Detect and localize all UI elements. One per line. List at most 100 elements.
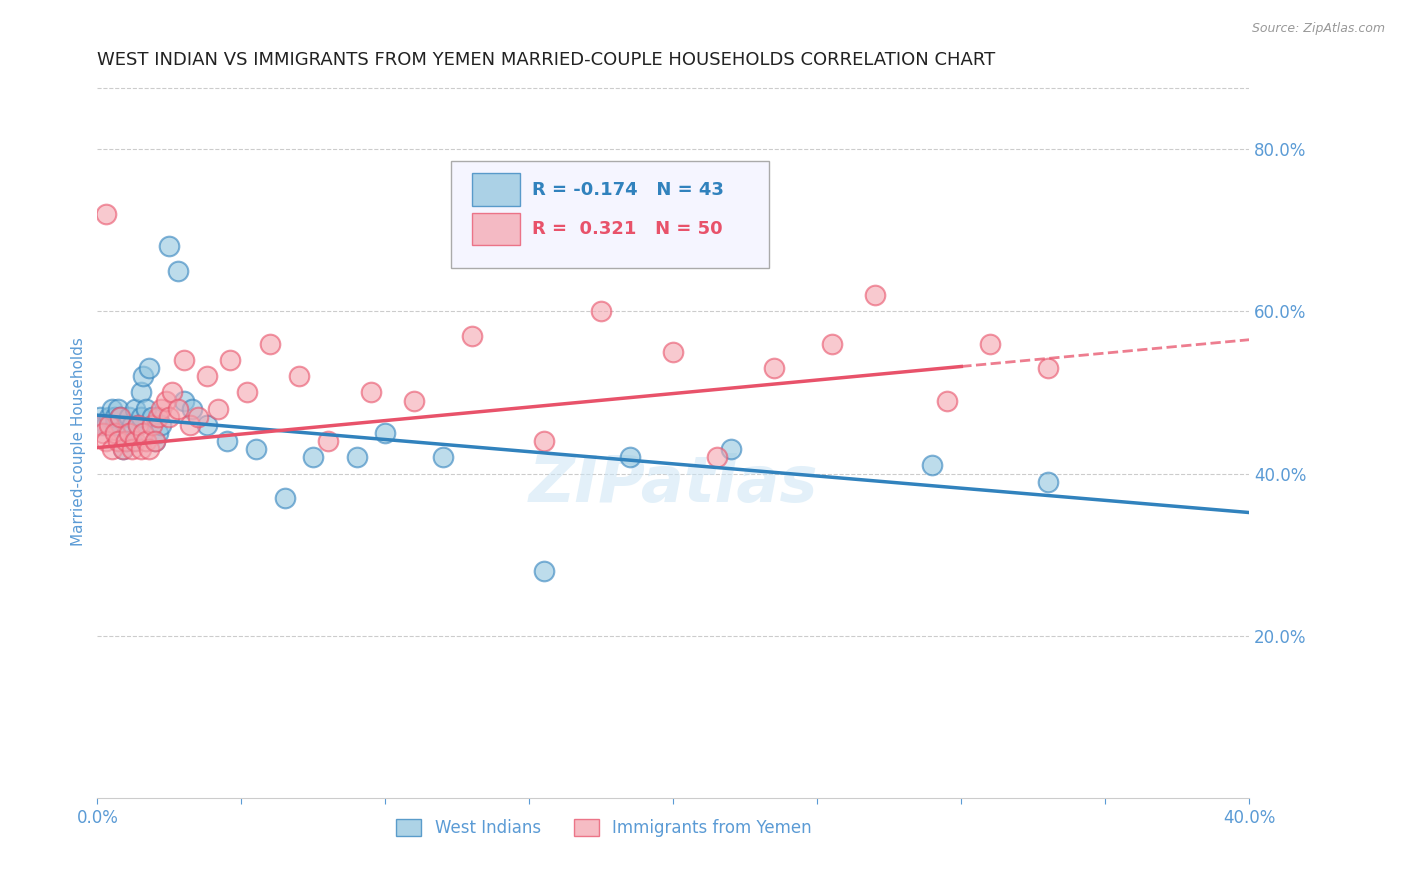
Point [127, 417, 149, 432]
Point [97, 409, 120, 424]
Point [110, 409, 132, 424]
Point [118, 425, 141, 440]
Point [138, 442, 160, 457]
Point [173, 393, 195, 408]
Point [1036, 361, 1059, 376]
Point [104, 425, 127, 440]
Point [115, 434, 138, 449]
Point [124, 401, 146, 416]
Point [619, 450, 641, 465]
Point [662, 344, 685, 359]
Point [863, 288, 886, 302]
Point [921, 458, 943, 473]
Point [141, 409, 163, 424]
Point [104, 409, 127, 424]
FancyBboxPatch shape [472, 212, 520, 245]
Point [115, 434, 138, 449]
FancyBboxPatch shape [451, 161, 769, 268]
Point [288, 369, 311, 384]
Point [404, 393, 426, 408]
Point [89, 417, 111, 432]
Point [129, 442, 152, 457]
Point [157, 409, 180, 424]
Point [129, 409, 152, 424]
Point [346, 450, 368, 465]
Point [143, 434, 166, 449]
Point [935, 393, 957, 408]
Point [187, 409, 209, 424]
Point [236, 385, 259, 400]
Point [112, 442, 135, 457]
Point [127, 417, 149, 432]
Point [763, 361, 786, 376]
Point [167, 264, 190, 278]
Point [706, 450, 728, 465]
Point [97, 417, 120, 432]
Point [533, 564, 555, 578]
Point [110, 409, 132, 424]
Y-axis label: Married-couple Households: Married-couple Households [72, 336, 86, 546]
Point [118, 409, 141, 424]
Point [302, 450, 325, 465]
Point [360, 385, 382, 400]
Legend: West Indians, Immigrants from Yemen: West Indians, Immigrants from Yemen [389, 812, 818, 843]
Point [146, 409, 169, 424]
Point [141, 417, 163, 432]
Point [100, 442, 122, 457]
Point [218, 353, 240, 368]
Point [121, 417, 143, 432]
Point [155, 393, 177, 408]
Point [132, 425, 155, 440]
Point [979, 336, 1001, 351]
Point [146, 425, 169, 440]
Point [100, 401, 122, 416]
Point [167, 401, 190, 416]
Point [179, 417, 201, 432]
Point [533, 434, 555, 449]
Point [207, 401, 229, 416]
Point [273, 491, 295, 505]
Point [129, 385, 152, 400]
Point [245, 442, 267, 457]
Text: R =  0.321   N = 50: R = 0.321 N = 50 [531, 220, 723, 238]
Point [316, 434, 339, 449]
Point [112, 442, 135, 457]
Point [89, 409, 111, 424]
Point [121, 442, 143, 457]
Point [135, 401, 157, 416]
Point [173, 353, 195, 368]
Point [143, 434, 166, 449]
Point [149, 417, 172, 432]
Point [215, 434, 238, 449]
Text: ZIPatlas: ZIPatlas [529, 453, 818, 515]
FancyBboxPatch shape [472, 173, 520, 206]
Point [132, 369, 155, 384]
Point [432, 450, 454, 465]
Point [91, 417, 114, 432]
Point [195, 369, 218, 384]
Text: Source: ZipAtlas.com: Source: ZipAtlas.com [1251, 22, 1385, 36]
Point [374, 425, 396, 440]
Point [94, 434, 117, 449]
Point [1036, 475, 1059, 489]
Point [104, 417, 127, 432]
Point [115, 417, 138, 432]
Point [461, 328, 484, 343]
Point [138, 361, 160, 376]
Text: R = -0.174   N = 43: R = -0.174 N = 43 [531, 181, 724, 199]
Point [135, 434, 157, 449]
Point [94, 417, 117, 432]
Text: WEST INDIAN VS IMMIGRANTS FROM YEMEN MARRIED-COUPLE HOUSEHOLDS CORRELATION CHART: WEST INDIAN VS IMMIGRANTS FROM YEMEN MAR… [97, 51, 995, 69]
Point [107, 434, 129, 449]
Point [121, 434, 143, 449]
Point [91, 425, 114, 440]
Point [160, 385, 183, 400]
Point [720, 442, 742, 457]
Point [821, 336, 844, 351]
Point [195, 417, 218, 432]
Point [124, 434, 146, 449]
Point [94, 207, 117, 221]
Point [181, 401, 204, 416]
Point [591, 304, 613, 318]
Point [259, 336, 281, 351]
